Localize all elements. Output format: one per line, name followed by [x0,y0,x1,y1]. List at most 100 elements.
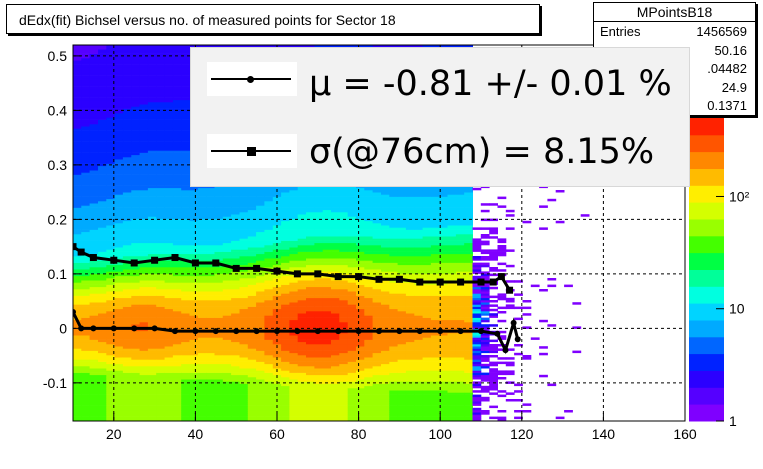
heatmap-cell [89,192,99,195]
heatmap-cell [89,291,99,294]
heatmap-cell [164,267,174,270]
heatmap-cell [222,370,232,373]
heatmap-cell [272,240,282,244]
heatmap-cell [289,227,299,230]
heatmap-cell [156,335,165,338]
heatmap-cell [164,71,174,74]
heatmap-cell [172,201,182,204]
heatmap-cell [131,280,141,283]
heatmap-cell [98,368,107,371]
heatmap-cell [197,352,207,356]
heatmap-cell [156,227,165,230]
heatmap-cell [172,93,182,96]
heatmap-cell [122,295,132,299]
heatmap-cell [289,410,299,413]
heatmap-cell [272,359,282,362]
heatmap-cell [281,363,290,367]
heatmap-cell [239,346,249,349]
heatmap-cell [189,187,199,191]
heatmap-cell [131,240,141,244]
heatmap-cell [256,275,265,279]
heatmap-cell [73,214,82,217]
heatmap-cell [206,289,215,292]
heatmap-cell [181,55,190,59]
heatmap-cell [156,286,165,290]
heatmap-cell [73,69,82,72]
heatmap-cell [122,273,132,277]
heatmap-cell [114,137,124,140]
heatmap-cell [164,273,174,277]
heatmap-cell [206,205,215,208]
heatmap-cell [189,289,199,292]
heatmap-cell [181,346,190,349]
heatmap-cell [289,370,299,373]
heatmap-cell [297,407,307,411]
heatmap-cell [314,379,324,382]
heatmap-cell [89,333,99,336]
heatmap-cell [164,306,174,310]
heatmap-cell [98,407,107,411]
heatmap-cell [297,414,307,417]
heatmap-cell [156,207,165,211]
heatmap-cell [98,284,107,288]
heatmap-cell [172,355,182,358]
heatmap-cell [164,176,174,180]
heatmap-cell [231,308,240,312]
heatmap-cell [239,280,249,283]
heatmap-cell [222,379,232,382]
heatmap-cell [89,165,99,169]
heatmap-cell [139,86,149,90]
heatmap-cell [264,258,274,261]
heatmap-cell [139,124,149,127]
heatmap-cell [181,278,190,281]
heatmap-cell [297,392,307,395]
heatmap-cell [181,247,190,250]
heatmap-cell [256,355,265,358]
heatmap-cell [147,176,157,180]
heatmap-cell [106,139,116,142]
heatmap-cell [139,185,149,189]
heatmap-cell [239,196,249,200]
heatmap-cell [106,291,116,294]
heatmap-cell [73,269,82,272]
heatmap-cell [164,91,174,94]
heatmap-cell [131,337,141,340]
heatmap-cell [156,405,165,409]
heatmap-cell [98,198,107,202]
heatmap-cell [131,119,141,123]
heatmap-cell [206,225,215,228]
heatmap-cell [156,234,165,237]
heatmap-cell [289,385,299,389]
heatmap-cell [164,45,174,48]
heatmap-cell [256,234,265,237]
heatmap-cell [156,220,165,224]
heatmap-cell [222,302,232,305]
heatmap-cell [164,304,174,307]
heatmap-cell [189,249,199,252]
heatmap-cell [197,324,207,327]
heatmap-cell [98,152,107,156]
heatmap-cell [73,377,82,380]
heatmap-cell [156,247,165,250]
heatmap-cell [247,418,257,421]
heatmap-cell [81,176,91,180]
heatmap-cell [197,396,207,400]
heatmap-cell [73,253,82,257]
heatmap-cell [189,302,199,305]
heatmap-cell [264,366,274,369]
heatmap-cell [122,60,132,63]
heatmap-cell [181,139,190,142]
heatmap-cell [98,359,107,362]
heatmap-cell [181,137,190,140]
heatmap-cell [231,284,240,288]
heatmap-cell [164,247,174,250]
heatmap-cell [289,242,299,246]
heatmap-cell [147,227,157,230]
heatmap-cell [114,234,124,237]
heatmap-cell [281,335,290,338]
heatmap-cell [206,302,215,305]
heatmap-cell [214,361,224,365]
heatmap-cell [297,207,307,211]
heatmap-cell [131,168,141,171]
heatmap-cell [147,352,157,356]
